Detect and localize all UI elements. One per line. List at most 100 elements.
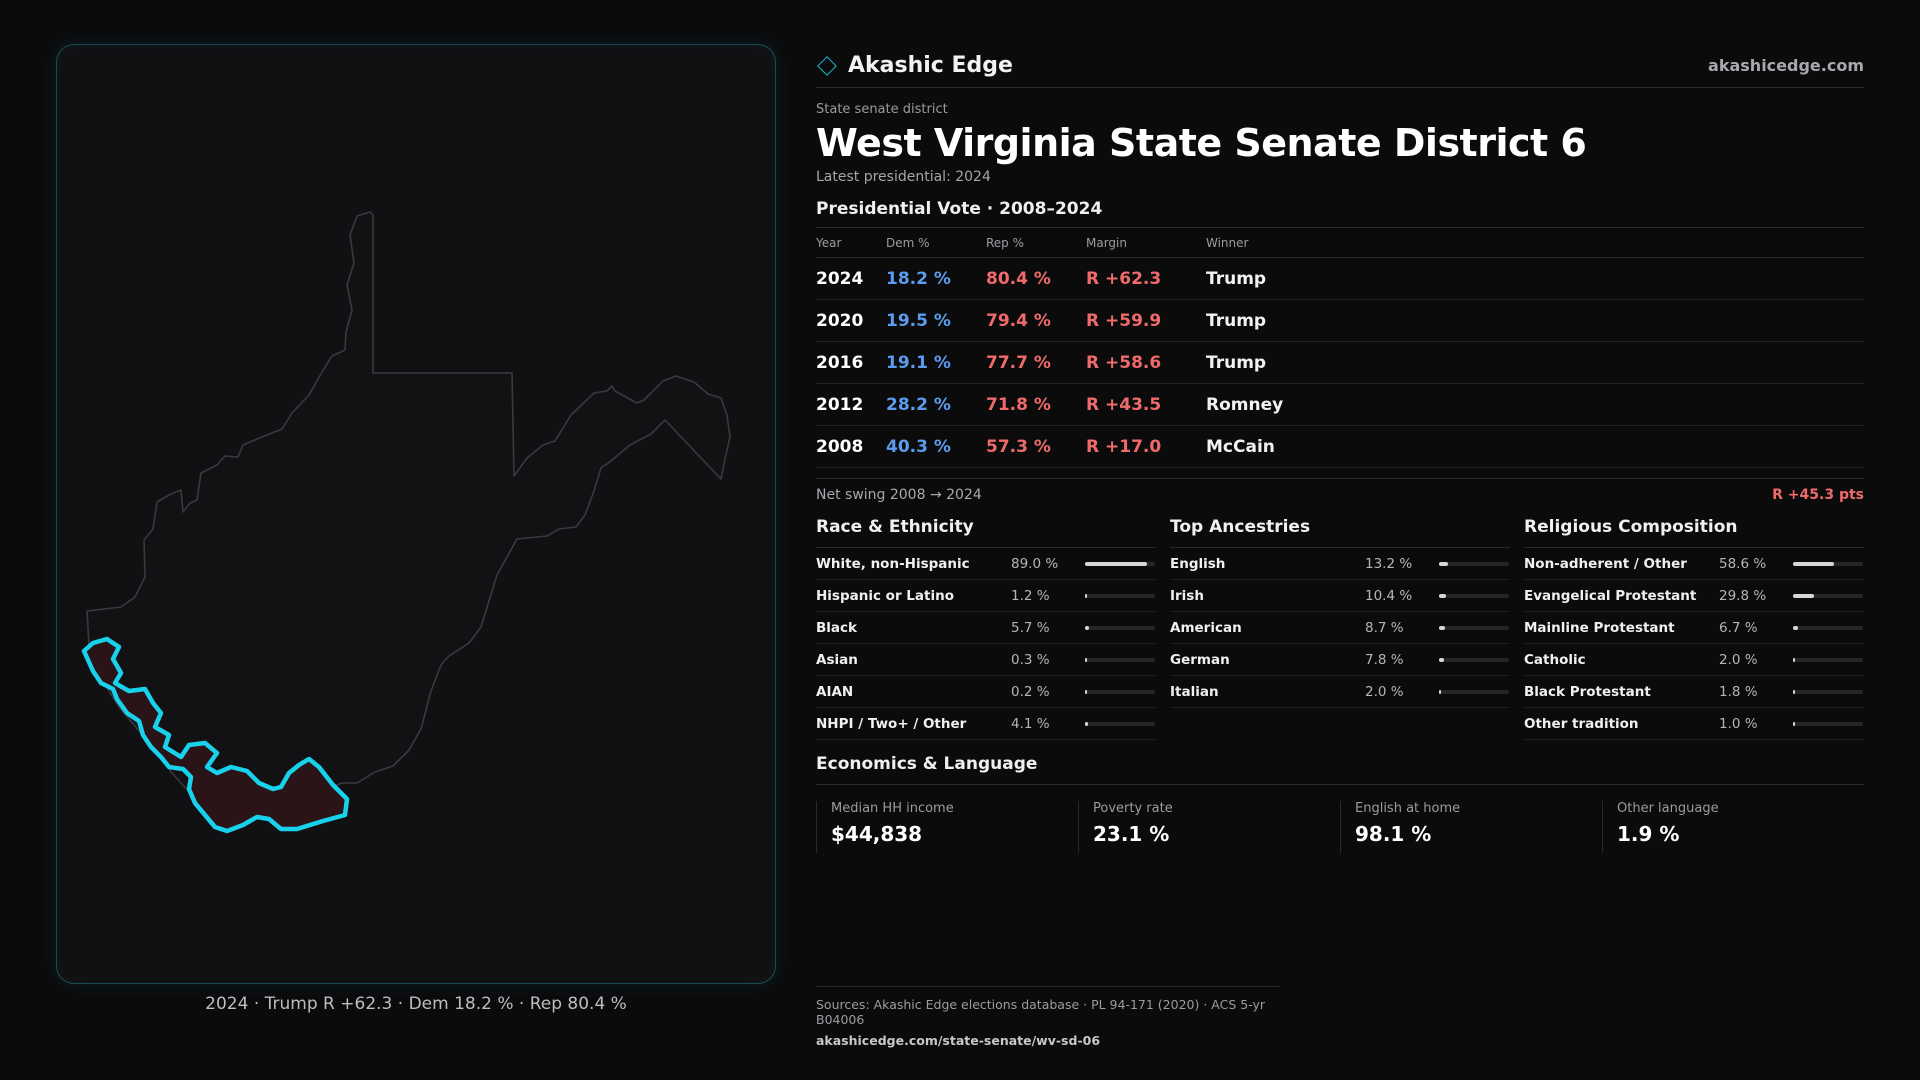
item-pct: 8.7 % [1365,619,1404,636]
header-dem: Dem % [886,227,986,258]
item-label: American [1170,619,1242,636]
list-item: Mainline Protestant 6.7 % [1524,612,1864,644]
demographics-grid: Race & Ethnicity White, non-Hispanic 89.… [816,517,1864,740]
stat-english-at-home: English at home 98.1 % [1340,801,1602,853]
row-dem: 19.1 % [886,341,986,384]
district-6-highlight[interactable] [81,636,350,834]
list-item: White, non-Hispanic 89.0 % [816,548,1156,580]
row-dem: 28.2 % [886,383,986,426]
item-label: Other tradition [1524,715,1639,732]
item-pct: 6.7 % [1719,619,1758,636]
item-bar-fill [1793,625,1798,630]
state-outline [86,211,731,816]
row-dem: 19.5 % [886,299,986,342]
row-margin: R +58.6 [1086,341,1206,384]
item-pct: 2.0 % [1365,683,1404,700]
item-pct: 4.1 % [1011,715,1050,732]
religion-title: Religious Composition [1524,517,1864,548]
item-bar [1793,561,1863,566]
item-label: Black Protestant [1524,683,1651,700]
item-bar [1793,657,1863,662]
item-pct: 2.0 % [1719,651,1758,668]
list-item: American 8.7 % [1170,612,1510,644]
table-row: 2016 19.1 % 77.7 % R +58.6 Trump [816,341,1864,384]
item-pct: 58.6 % [1719,555,1767,572]
item-bar-fill [1085,721,1088,726]
list-item: Evangelical Protestant 29.8 % [1524,580,1864,612]
stat-label: Median HH income [831,801,954,816]
row-winner: McCain [1206,425,1864,468]
list-item: Asian 0.3 % [816,644,1156,676]
list-item: Catholic 2.0 % [1524,644,1864,676]
row-margin: R +43.5 [1086,383,1206,426]
item-bar-fill [1085,561,1148,566]
header-winner: Winner [1206,227,1864,258]
stat-median-income: Median HH income $44,838 [816,801,1078,853]
diamond-logo-icon [817,55,837,76]
district-map[interactable] [57,45,776,984]
economics-grid: Median HH income $44,838 Poverty rate 23… [816,801,1864,853]
list-item: Italian 2.0 % [1170,676,1510,708]
stat-value: 98.1 % [1355,822,1432,846]
item-pct: 0.2 % [1011,683,1050,700]
item-pct: 1.8 % [1719,683,1758,700]
header-rep: Rep % [986,227,1086,258]
row-rep: 80.4 % [986,257,1086,300]
row-year: 2012 [816,383,886,426]
brand[interactable]: Akashic Edge [816,53,1013,78]
item-bar [1085,561,1155,566]
item-label: Non-adherent / Other [1524,555,1687,572]
economics-title: Economics & Language [816,754,1864,785]
list-item: German 7.8 % [1170,644,1510,676]
net-swing-value: R +45.3 pts [1772,487,1864,503]
item-pct: 7.8 % [1365,651,1404,668]
item-label: German [1170,651,1230,668]
brand-header: Akashic Edge akashicedge.com [816,44,1864,88]
item-bar-fill [1793,593,1814,598]
item-label: Italian [1170,683,1219,700]
sources-footer: Sources: Akashic Edge elections database… [816,986,1280,1048]
item-bar-fill [1439,625,1446,630]
net-swing: Net swing 2008 → 2024 R +45.3 pts [816,478,1864,503]
item-label: Hispanic or Latino [816,587,954,604]
stat-label: English at home [1355,801,1461,816]
religion-section: Religious Composition Non-adherent / Oth… [1524,517,1864,740]
item-label: English [1170,555,1226,572]
item-bar [1439,593,1509,598]
header-year: Year [816,227,886,258]
row-winner: Trump [1206,299,1864,342]
list-item: Other tradition 1.0 % [1524,708,1864,740]
item-label: Black [816,619,858,636]
item-pct: 10.4 % [1365,587,1413,604]
item-bar-fill [1085,657,1087,662]
item-bar-fill [1793,689,1795,694]
item-pct: 1.2 % [1011,587,1050,604]
item-pct: 1.0 % [1719,715,1758,732]
list-item: AIAN 0.2 % [816,676,1156,708]
site-url-link[interactable]: akashicedge.com [1708,56,1864,75]
item-bar [1085,689,1155,694]
map-panel[interactable] [56,44,776,984]
item-bar [1085,721,1155,726]
list-item: NHPI / Two+ / Other 4.1 % [816,708,1156,740]
row-rep: 57.3 % [986,425,1086,468]
item-bar-fill [1793,657,1795,662]
row-winner: Trump [1206,257,1864,300]
item-bar-fill [1439,561,1449,566]
stat-value: 23.1 % [1093,822,1170,846]
item-bar [1085,657,1155,662]
page-title: West Virginia State Senate District 6 [816,121,1587,165]
row-dem: 40.3 % [886,425,986,468]
source-url-link[interactable]: akashicedge.com/state-senate/wv-sd-06 [816,1033,1101,1048]
map-caption: 2024 · Trump R +62.3 · Dem 18.2 % · Rep … [205,994,627,1014]
row-margin: R +17.0 [1086,425,1206,468]
stat-other-language: Other language 1.9 % [1602,801,1864,853]
item-bar-fill [1793,721,1795,726]
row-margin: R +59.9 [1086,299,1206,342]
item-label: White, non-Hispanic [816,555,970,572]
race-ethnicity-section: Race & Ethnicity White, non-Hispanic 89.… [816,517,1156,740]
item-bar [1793,625,1863,630]
row-year: 2016 [816,341,886,384]
header-margin: Margin [1086,227,1206,258]
stat-label: Other language [1617,801,1719,816]
